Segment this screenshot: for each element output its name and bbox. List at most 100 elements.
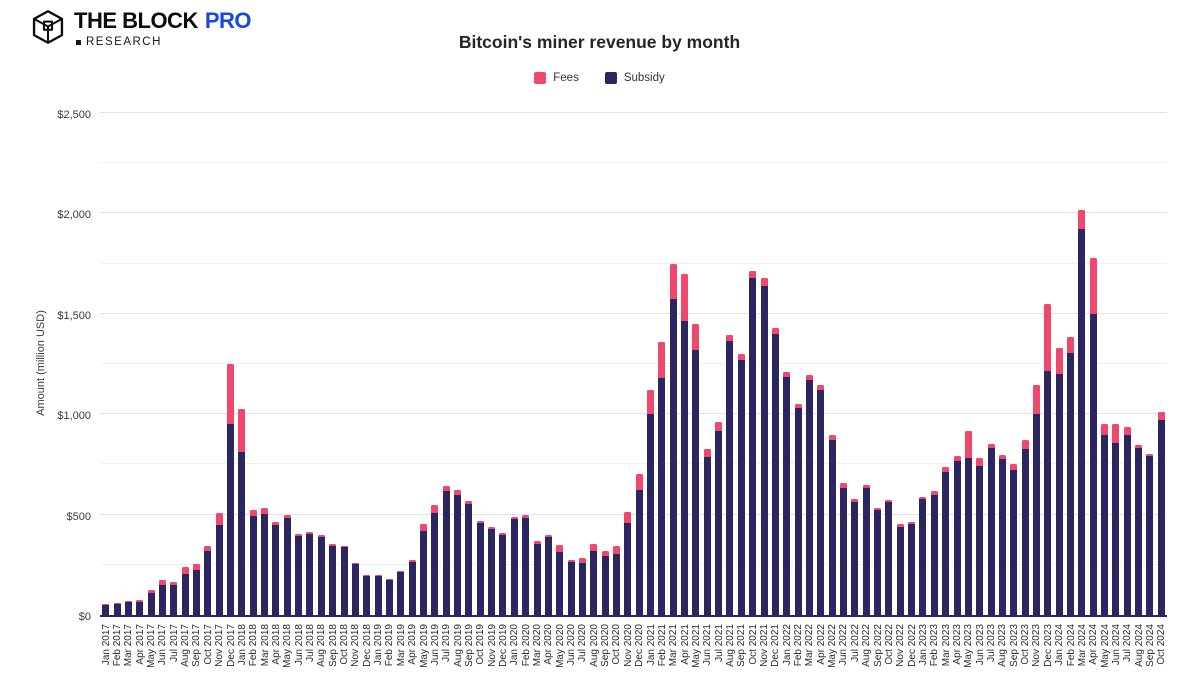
x-tick-may-2019: May 2019 [418, 624, 430, 668]
x-tick-oct-2017: Oct 2017 [202, 624, 214, 665]
bar-apr-2020 [544, 534, 552, 615]
bar-aug-2020 [590, 543, 598, 615]
x-tick-jun-2021: Jun 2021 [702, 624, 714, 666]
subsidy-segment [828, 440, 836, 615]
bar-aug-2022 [862, 485, 870, 615]
subsidy-segment [136, 601, 144, 615]
legend-label-subsidy: Subsidy [623, 72, 665, 84]
subsidy-segment [329, 545, 337, 615]
bar-feb-2023 [930, 490, 938, 615]
x-tick-sep-2020: Sep 2020 [600, 624, 612, 667]
x-tick-feb-2022: Feb 2022 [793, 624, 805, 667]
x-tick-sep-2024: Sep 2024 [1144, 624, 1156, 667]
bar-dec-2023 [1044, 303, 1052, 615]
fees-segment [1101, 424, 1109, 436]
fees-segment [976, 458, 984, 467]
bar-apr-2021 [681, 273, 689, 615]
x-tick-may-2017: May 2017 [146, 624, 158, 668]
fees-segment [113, 602, 121, 604]
x-tick-oct-2018: Oct 2018 [339, 624, 351, 665]
bar-jun-2022 [839, 483, 847, 615]
fees-segment [669, 263, 677, 299]
bar-sep-2019 [465, 500, 473, 615]
subsidy-segment [726, 340, 734, 615]
subsidy-segment [374, 575, 382, 615]
subsidy-segment [805, 380, 813, 615]
logo-research-row: RESEARCH [76, 36, 251, 48]
fees-segment [272, 521, 280, 525]
bar-nov-2018 [351, 562, 359, 615]
fees-segment [658, 341, 666, 379]
y-axis-tick-labels: $0 $500 $1,000 $1,500 $2,000 $2,500 [0, 109, 96, 623]
bar-mar-2021 [669, 263, 677, 615]
bar-dec-2018 [363, 574, 371, 615]
bar-apr-2023 [953, 456, 961, 615]
bar-dec-2021 [771, 327, 779, 615]
subsidy-segment [227, 424, 235, 615]
subsidy-segment [1044, 371, 1052, 615]
bar-jan-2022 [783, 372, 791, 615]
x-tick-aug-2021: Aug 2021 [724, 624, 736, 667]
subsidy-segment [556, 551, 564, 615]
fees-segment [454, 489, 462, 495]
y-tick-0: $0 [78, 611, 91, 623]
x-tick-mar-2018: Mar 2018 [259, 624, 271, 667]
bar-nov-2023 [1032, 385, 1040, 615]
bar-may-2022 [828, 435, 836, 615]
x-tick-feb-2020: Feb 2020 [520, 624, 532, 667]
bar-aug-2024 [1135, 445, 1143, 615]
bar-oct-2018 [340, 545, 348, 615]
fees-segment [442, 485, 450, 491]
bar-jun-2021 [703, 449, 711, 615]
x-tick-jun-2018: Jun 2018 [293, 624, 305, 666]
x-tick-feb-2019: Feb 2019 [384, 624, 396, 667]
x-tick-feb-2018: Feb 2018 [248, 624, 260, 667]
fees-segment [476, 520, 484, 523]
x-tick-jul-2022: Jul 2022 [849, 624, 861, 662]
fees-segment [998, 455, 1006, 460]
bar-dec-2020 [635, 474, 643, 615]
fees-segment [1135, 445, 1143, 449]
x-tick-nov-2019: Nov 2019 [486, 624, 498, 667]
subsidy-segment [703, 457, 711, 615]
bar-jul-2021 [715, 422, 723, 615]
y-tick-2000: $2,000 [57, 209, 91, 222]
subsidy-segment [862, 487, 870, 615]
fees-segment [204, 545, 212, 551]
subsidy-segment [896, 526, 904, 615]
bar-nov-2017 [215, 512, 223, 615]
x-tick-feb-2021: Feb 2021 [656, 624, 668, 667]
fees-segment [930, 490, 938, 495]
fees-segment [1010, 464, 1018, 471]
bar-jul-2020 [578, 557, 586, 615]
x-tick-jan-2017: Jan 2017 [100, 624, 112, 666]
bar-jan-2021 [647, 390, 655, 615]
fees-segment [726, 334, 734, 341]
fees-segment [522, 514, 530, 518]
fees-segment [578, 557, 586, 563]
x-tick-jan-2022: Jan 2022 [781, 624, 793, 666]
x-tick-aug-2024: Aug 2024 [1133, 624, 1145, 667]
legend-item-subsidy: Subsidy [604, 72, 665, 84]
x-tick-dec-2019: Dec 2019 [497, 624, 509, 667]
subsidy-segment [885, 502, 893, 615]
subsidy-segment [340, 547, 348, 615]
x-tick-mar-2020: Mar 2020 [532, 624, 544, 667]
bar-sep-2023 [1010, 464, 1018, 615]
subsidy-segment [1010, 470, 1018, 615]
x-tick-sep-2022: Sep 2022 [872, 624, 884, 667]
fees-segment [249, 509, 257, 516]
x-tick-jun-2022: Jun 2022 [838, 624, 850, 666]
x-tick-jan-2023: Jan 2023 [917, 624, 929, 666]
bar-jan-2023 [919, 496, 927, 615]
chart-title: Bitcoin's miner revenue by month [458, 32, 741, 52]
x-tick-jul-2024: Jul 2024 [1122, 624, 1134, 662]
x-tick-apr-2022: Apr 2022 [815, 624, 827, 665]
x-tick-apr-2021: Apr 2021 [679, 624, 691, 665]
subsidy-segment [1157, 420, 1165, 615]
gridline-250 [100, 563, 1167, 565]
fees-segment [612, 545, 620, 554]
bar-jul-2024 [1123, 427, 1131, 615]
x-tick-mar-2017: Mar 2017 [123, 624, 135, 667]
bar-nov-2022 [896, 523, 904, 615]
